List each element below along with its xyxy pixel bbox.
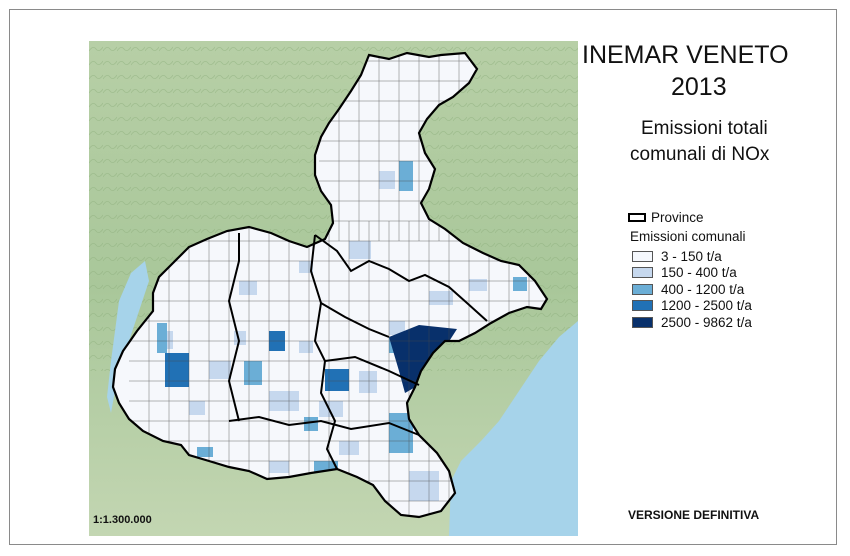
adriatic-sea — [449, 321, 578, 536]
legend-class: 150 - 400 t/a — [632, 265, 752, 282]
subtitle-line2: comunali di NOx — [630, 144, 770, 165]
legend-province-row: Province — [628, 208, 752, 226]
map-frame — [9, 9, 837, 545]
legend-class: 1200 - 2500 t/a — [632, 298, 752, 315]
legend-class: 2500 - 9862 t/a — [632, 314, 752, 331]
legend-swatch — [632, 283, 653, 295]
legend-class-label: 2500 - 9862 t/a — [661, 314, 752, 330]
legend-class: 3 - 150 t/a — [632, 248, 752, 265]
municipalities — [129, 53, 547, 517]
legend-swatch — [632, 316, 653, 328]
province-borders — [227, 233, 488, 470]
legend-class-label: 1200 - 2500 t/a — [661, 298, 752, 314]
venezia-municipality — [389, 325, 457, 393]
legend-classes: 3 - 150 t/a 150 - 400 t/a 400 - 1200 t/a… — [628, 248, 752, 331]
map-panel: 1:1.300.000 — [89, 41, 578, 536]
legend-class: 400 - 1200 t/a — [632, 281, 752, 298]
scale-label: 1:1.300.000 — [93, 514, 152, 526]
legend-swatch — [632, 267, 653, 279]
legend-class-label: 150 - 400 t/a — [661, 265, 737, 281]
legend-emissions-title: Emissioni comunali — [630, 229, 746, 244]
map-canvas: 1:1.300.000 — [89, 41, 578, 536]
legend-swatch — [632, 250, 653, 262]
legend-class-label: 3 - 150 t/a — [661, 248, 722, 264]
legend-province-label: Province — [651, 209, 704, 225]
version-label: VERSIONE DEFINITIVA — [628, 508, 760, 522]
legend-class-label: 400 - 1200 t/a — [661, 281, 745, 297]
map-title: INEMAR VENETO — [582, 41, 789, 69]
veneto-region — [111, 51, 549, 519]
province-swatch — [628, 212, 646, 222]
legend-swatch — [632, 300, 653, 312]
map-year: 2013 — [671, 73, 727, 101]
subtitle-line1: Emissioni totali — [641, 118, 768, 139]
legend: Province Emissioni comunali 3 - 150 t/a … — [628, 208, 752, 331]
